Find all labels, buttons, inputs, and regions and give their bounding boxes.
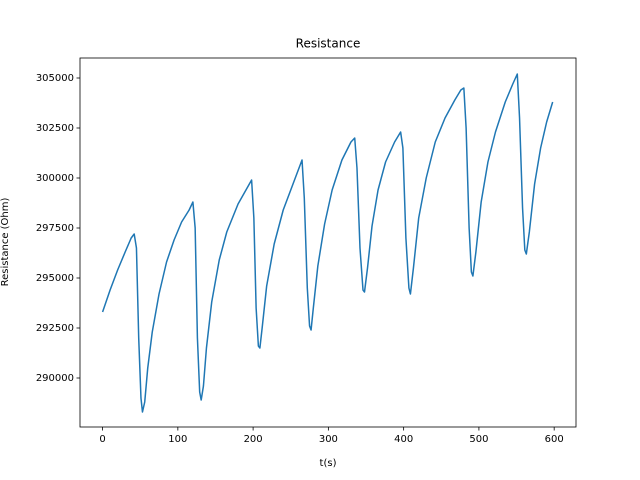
x-tick-label: 300 xyxy=(319,434,338,445)
line-series xyxy=(101,73,554,413)
x-tick-label: 500 xyxy=(469,434,488,445)
plot-frame xyxy=(79,57,577,428)
x-axis-label: t(s) xyxy=(320,458,337,469)
y-axis-label: Resistance (Ohm) xyxy=(0,197,11,286)
x-tick-label: 600 xyxy=(545,434,564,445)
y-tick-label: 305000 xyxy=(36,73,74,84)
x-tick-label: 200 xyxy=(244,434,263,445)
x-tick-label: 100 xyxy=(168,434,187,445)
y-tick-label: 295000 xyxy=(36,273,74,284)
x-tick-label: 0 xyxy=(99,434,105,445)
y-tick-label: 302500 xyxy=(36,123,74,134)
y-tick-label: 300000 xyxy=(36,173,74,184)
y-tick-label: 290000 xyxy=(36,373,74,384)
x-tick-label: 400 xyxy=(394,434,413,445)
y-tick-label: 292500 xyxy=(36,323,74,334)
y-tick-label: 297500 xyxy=(36,223,74,234)
chart-title: Resistance xyxy=(296,37,361,51)
